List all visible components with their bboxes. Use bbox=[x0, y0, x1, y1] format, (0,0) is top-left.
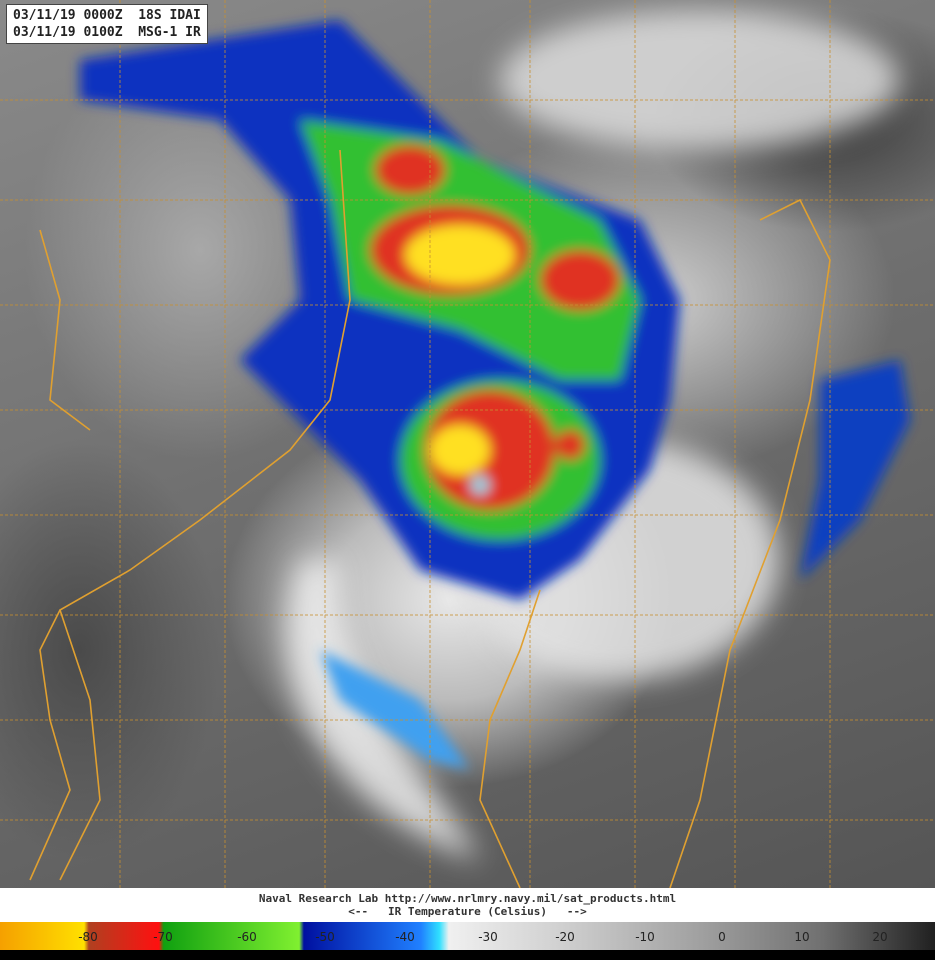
colorbar-tick: -60 bbox=[237, 930, 257, 944]
colorbar-tick: -40 bbox=[395, 930, 415, 944]
colorbar-tick: -20 bbox=[555, 930, 575, 944]
temperature-colorbar: -80 -70 -60 -50 -40 -30 -20 -10 0 10 20 bbox=[0, 922, 935, 950]
lat-lon-grid bbox=[0, 0, 935, 888]
colorbar-tick: -70 bbox=[153, 930, 173, 944]
colorbar-title: <-- IR Temperature (Celsius) --> bbox=[348, 905, 587, 918]
colorbar-tick: 0 bbox=[718, 930, 726, 944]
source-credit: Naval Research Lab http://www.nrlmry.nav… bbox=[258, 892, 677, 905]
colorbar-tick: -50 bbox=[315, 930, 335, 944]
header-line-1: 03/11/19 0000Z 18S IDAI bbox=[13, 8, 201, 23]
coastlines bbox=[29, 149, 831, 888]
header-line-2: 03/11/19 0100Z MSG-1 IR bbox=[13, 25, 201, 40]
colorbar-tick: -80 bbox=[78, 930, 98, 944]
colorbar-tick: -10 bbox=[635, 930, 655, 944]
storm-overlay bbox=[0, 0, 935, 888]
colorbar-tick: -30 bbox=[478, 930, 498, 944]
colorbar-tick: 20 bbox=[872, 930, 888, 944]
colorbar-tick: 10 bbox=[794, 930, 810, 944]
caption: Naval Research Lab http://www.nrlmry.nav… bbox=[0, 888, 935, 922]
satellite-ir-image: 03/11/19 0000Z 18S IDAI 03/11/19 0100Z MS… bbox=[0, 0, 935, 888]
timestamp-label: 03/11/19 0000Z 18S IDAI 03/11/19 0100Z MS… bbox=[6, 4, 208, 44]
